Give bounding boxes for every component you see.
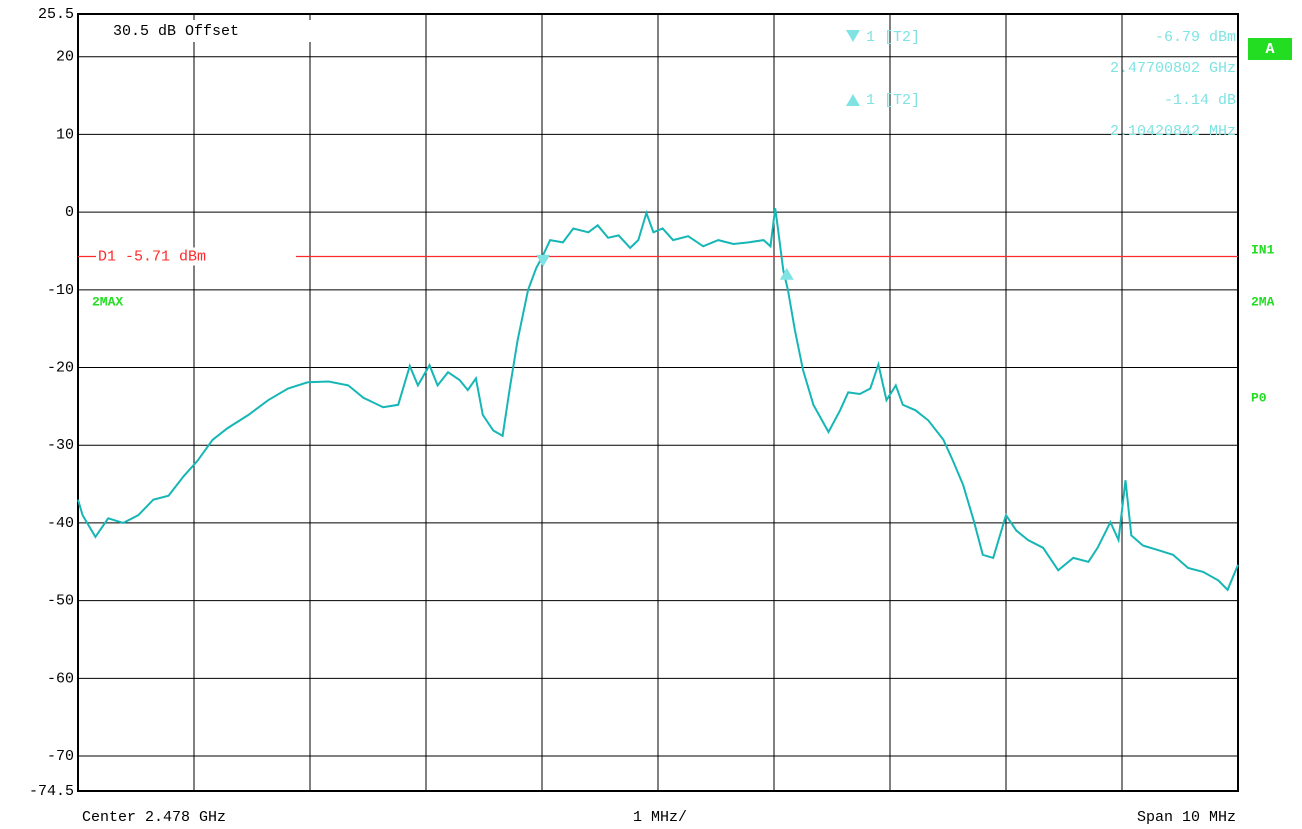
display-line-label: D1 -5.71 dBm (98, 248, 206, 265)
y-tick-label: -74.5 (29, 783, 74, 800)
span-label: Span 10 MHz (1137, 809, 1236, 826)
marker-name: 1 [T2] (866, 29, 920, 46)
label-bg (96, 247, 296, 266)
y-tick-label: -10 (47, 282, 74, 299)
marker-symbol (846, 30, 860, 42)
y-tick-label: -70 (47, 748, 74, 765)
center-label: Center 2.478 GHz (82, 809, 226, 826)
y-tick-label: 25.5 (38, 6, 74, 23)
marker (536, 254, 551, 267)
side-label: IN1 (1251, 242, 1275, 257)
trace (77, 208, 1239, 592)
y-tick-label: -20 (47, 360, 74, 377)
y-tick-label: -30 (47, 437, 74, 454)
side-label: P0 (1251, 390, 1267, 405)
y-tick-label: 20 (56, 49, 74, 66)
marker-name: 1 [T2] (866, 92, 920, 109)
div-label: 1 MHz/ (633, 809, 687, 826)
offset-label: 30.5 dB Offset (113, 23, 239, 40)
y-tick-label: 10 (56, 126, 74, 143)
trace-label: 2MAX (92, 294, 123, 309)
y-tick-label: -40 (47, 515, 74, 532)
marker-level: -6.79 dBm (1155, 29, 1236, 46)
offset-bg (100, 20, 340, 42)
screen-label: A (1265, 41, 1274, 58)
marker-level: -1.14 dB (1164, 92, 1236, 109)
marker-freq: 2.47700802 GHz (1110, 60, 1236, 77)
marker-freq: 2.10420842 MHz (1110, 123, 1236, 140)
y-tick-label: 0 (65, 204, 74, 221)
y-tick-label: -60 (47, 670, 74, 687)
marker-symbol (846, 94, 860, 106)
marker (779, 267, 794, 280)
y-tick-label: -50 (47, 593, 74, 610)
side-label: 2MA (1251, 294, 1275, 309)
screen-label-bg (1248, 38, 1292, 60)
